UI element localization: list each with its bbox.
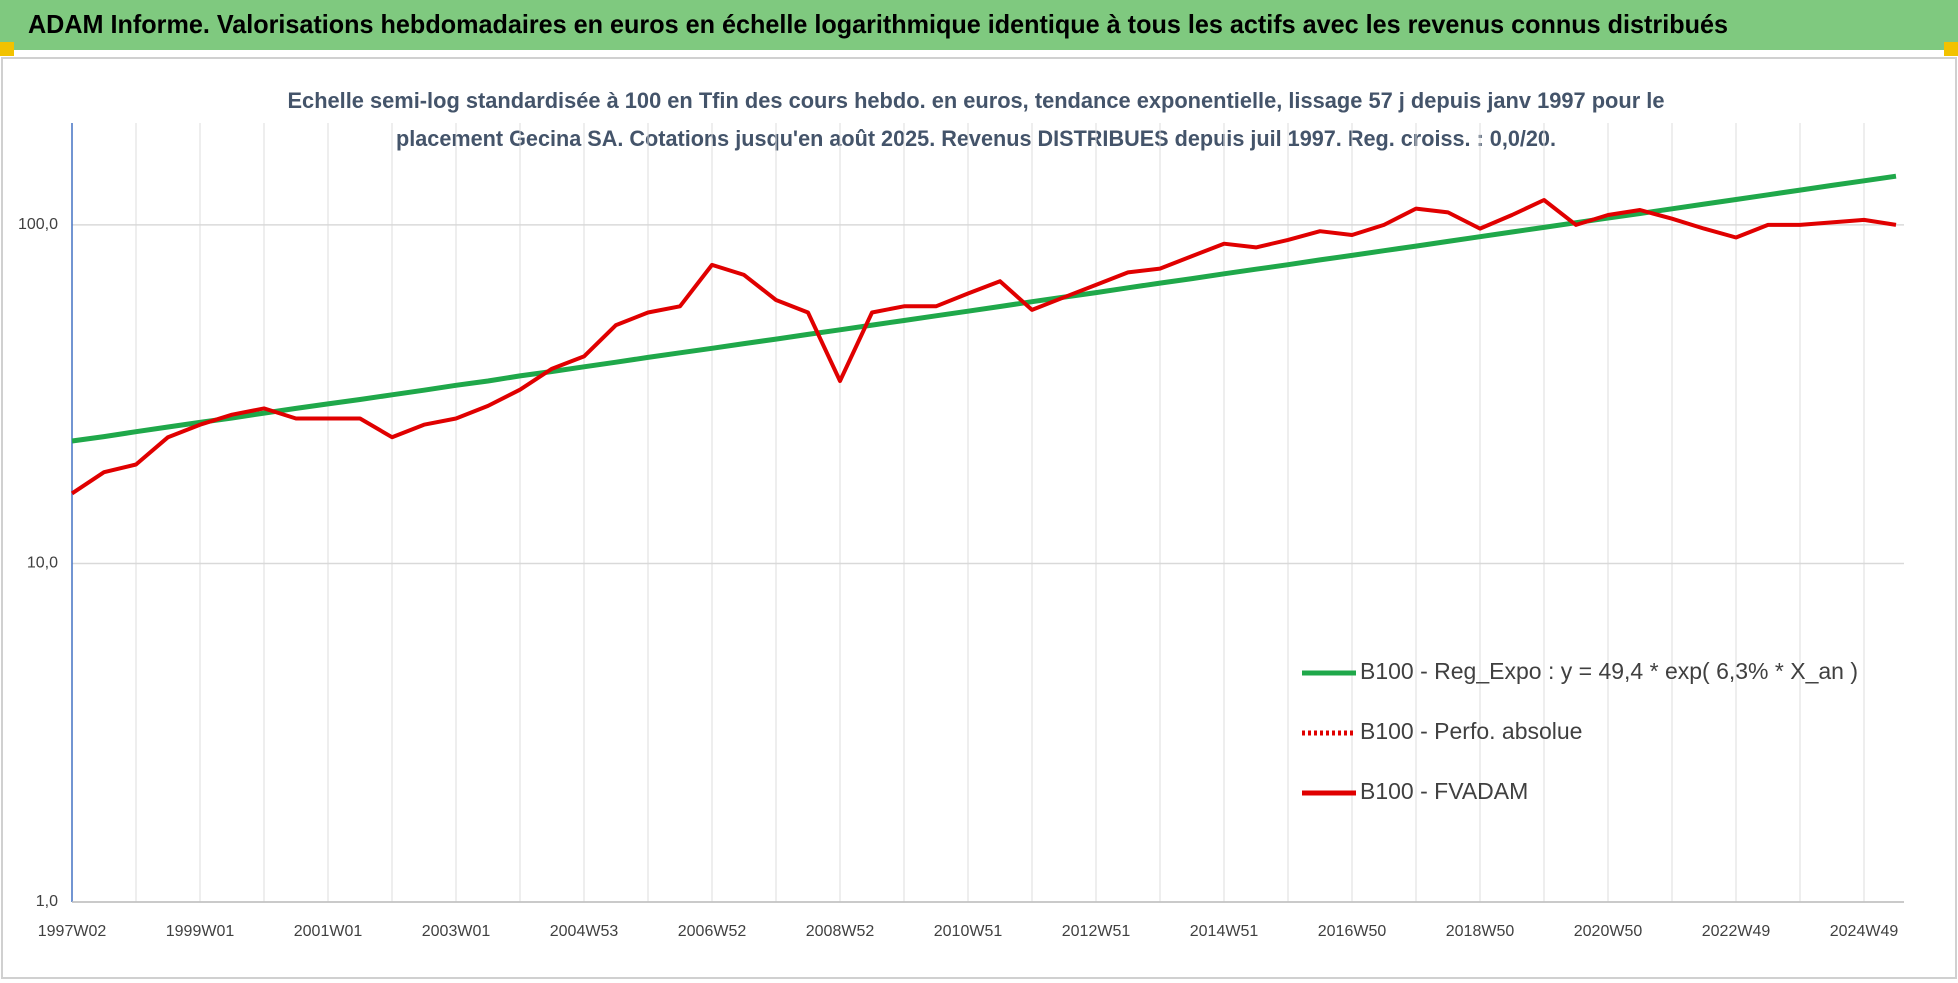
x-tick-label: 2001W01 <box>294 923 363 940</box>
x-tick-label: 2016W50 <box>1318 923 1387 940</box>
chart-title: ADAM Informe. Valorisations hebdomadaire… <box>28 9 1728 39</box>
corner-mark <box>0 42 14 56</box>
x-tick-label: 2014W51 <box>1190 923 1259 940</box>
legend-label: B100 - FVADAM <box>1360 778 1528 804</box>
x-tick-label: 2022W49 <box>1702 923 1771 940</box>
y-tick-label: 100,0 <box>18 216 58 233</box>
x-tick-label: 2010W51 <box>934 923 1003 940</box>
y-tick-label: 10,0 <box>27 555 58 572</box>
legend-label: B100 - Perfo. absolue <box>1360 718 1582 744</box>
x-tick-label: 2024W49 <box>1830 923 1899 940</box>
chart-frame <box>1 57 1957 979</box>
corner-mark <box>1944 42 1958 56</box>
series-line <box>70 198 1897 496</box>
x-tick-label: 2008W52 <box>806 923 875 940</box>
title-banner <box>0 0 1958 50</box>
x-tick-label: 2006W52 <box>678 923 747 940</box>
x-tick-label: 2004W53 <box>550 923 619 940</box>
x-tick-label: 1997W02 <box>38 923 107 940</box>
legend-label: B100 - Reg_Expo : y = 49,4 * exp( 6,3% *… <box>1360 658 1858 684</box>
x-tick-label: 1999W01 <box>166 923 235 940</box>
x-tick-label: 2018W50 <box>1446 923 1515 940</box>
x-tick-label: 2003W01 <box>422 923 491 940</box>
chart-subtitle: Echelle semi-log standardisée à 100 en T… <box>288 88 1665 113</box>
x-tick-label: 2012W51 <box>1062 923 1131 940</box>
series-line <box>71 173 1897 444</box>
x-tick-label: 2020W50 <box>1574 923 1643 940</box>
chart-subtitle: placement Gecina SA. Cotations jusqu'en … <box>396 126 1556 151</box>
y-tick-label: 1,0 <box>36 893 58 910</box>
